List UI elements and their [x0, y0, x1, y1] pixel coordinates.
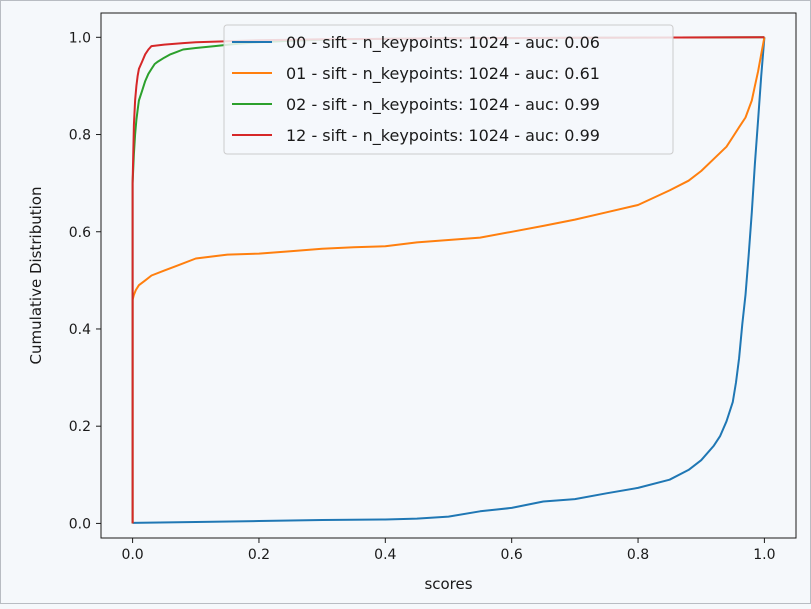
y-tick-label: 0.8 — [69, 128, 91, 144]
x-axis-ticks: 0.0 0.2 0.4 0.6 0.8 1.0 — [121, 538, 776, 563]
legend-entry-3: 12 - sift - n_keypoints: 1024 - auc: 0.9… — [232, 126, 600, 146]
x-tick-label: 0.2 — [248, 547, 270, 563]
legend-label: 01 - sift - n_keypoints: 1024 - auc: 0.6… — [286, 64, 600, 84]
legend-label: 00 - sift - n_keypoints: 1024 - auc: 0.0… — [286, 33, 600, 53]
y-tick-label: 0.2 — [69, 419, 91, 435]
legend-entry-2: 02 - sift - n_keypoints: 1024 - auc: 0.9… — [232, 95, 600, 115]
legend-label: 02 - sift - n_keypoints: 1024 - auc: 0.9… — [286, 95, 600, 115]
plot-area-frame — [100, 12, 797, 539]
x-tick-label: 0.8 — [627, 547, 649, 563]
y-axis-ticks: 0.0 0.2 0.4 0.6 0.8 1.0 — [69, 30, 101, 532]
series-line-1 — [131, 37, 766, 524]
legend: 00 - sift - n_keypoints: 1024 - auc: 0.0… — [223, 24, 674, 155]
x-tick-label: 0.4 — [374, 547, 396, 563]
y-tick-label: 1.0 — [69, 30, 91, 46]
y-tick-label: 0.4 — [69, 322, 91, 338]
x-tick-label: 1.0 — [753, 547, 775, 563]
x-tick-label: 0.6 — [501, 547, 523, 563]
series-line-0 — [131, 37, 766, 524]
y-tick-label: 0.0 — [69, 516, 91, 532]
y-tick-label: 0.6 — [69, 225, 91, 241]
y-axis-label: Cumulative Distribution — [27, 187, 45, 365]
x-tick-label: 0.0 — [121, 547, 143, 563]
legend-entry-1: 01 - sift - n_keypoints: 1024 - auc: 0.6… — [232, 64, 600, 84]
legend-label: 12 - sift - n_keypoints: 1024 - auc: 0.9… — [286, 126, 600, 146]
legend-entries: 00 - sift - n_keypoints: 1024 - auc: 0.0… — [232, 33, 600, 146]
x-axis-label: scores — [424, 575, 472, 593]
legend-box — [223, 24, 674, 155]
legend-entry-0: 00 - sift - n_keypoints: 1024 - auc: 0.0… — [232, 33, 600, 53]
